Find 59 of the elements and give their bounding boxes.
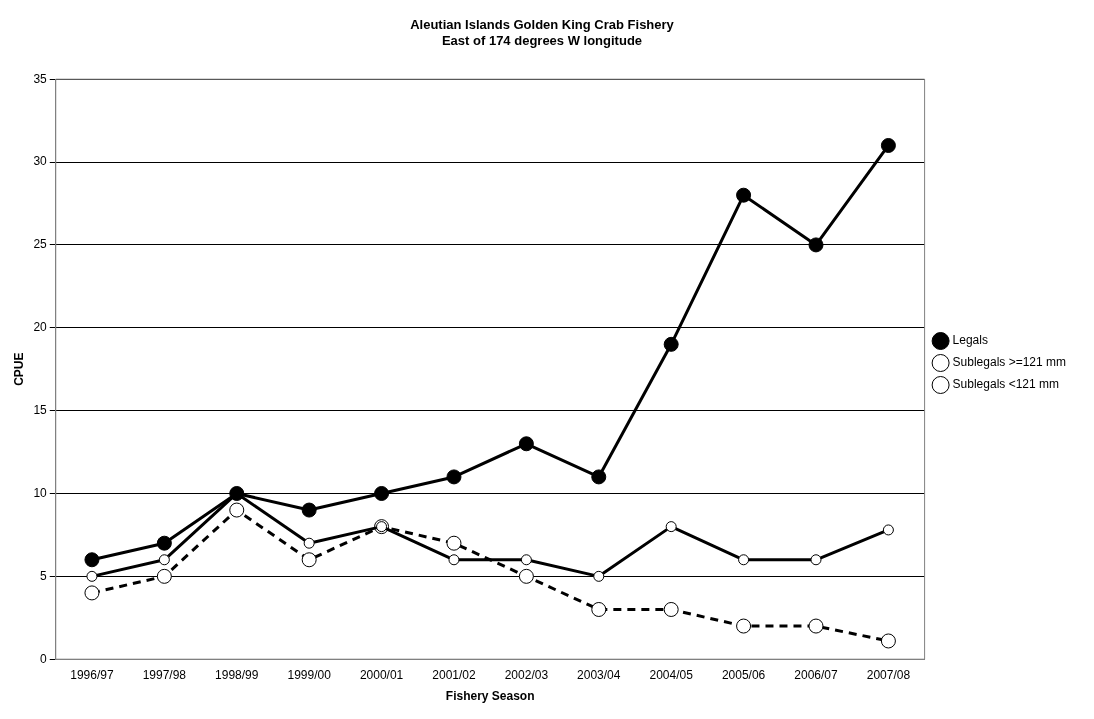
point — [86, 570, 98, 582]
point — [808, 618, 824, 634]
point — [738, 554, 750, 566]
y-axis-title: CPUE — [11, 352, 26, 386]
point — [229, 502, 245, 518]
y-tick-label: 30 — [33, 154, 48, 169]
point — [736, 187, 752, 203]
point — [520, 554, 532, 566]
point — [591, 601, 607, 617]
point — [880, 633, 896, 649]
x-tick-label: 2006/07 — [794, 667, 838, 682]
point — [158, 554, 170, 566]
y-tick-label: 20 — [33, 320, 48, 335]
point — [518, 436, 534, 452]
point — [156, 535, 172, 551]
x-axis-title: Fishery Season — [445, 689, 535, 704]
point — [808, 237, 824, 253]
point — [374, 485, 390, 501]
point — [663, 336, 679, 352]
x-tick-label: 1999/00 — [287, 667, 332, 682]
y-tick-label: 5 — [40, 568, 48, 583]
legend-label: Sublegals >=121 mm — [952, 355, 1066, 370]
y-tick-label: 10 — [33, 485, 48, 500]
text: Aleutian Islands Golden King Crab Fishery — [410, 17, 674, 33]
point — [301, 502, 317, 518]
point — [593, 570, 605, 582]
x-tick-label: 2003/04 — [577, 667, 621, 682]
point — [446, 535, 462, 551]
point — [736, 618, 752, 634]
point — [665, 521, 677, 533]
x-tick-label: 2002/03 — [504, 667, 549, 682]
y-tick-label: 25 — [33, 237, 48, 252]
legend-label: Legals — [952, 333, 988, 348]
x-tick-label: 2004/05 — [649, 667, 694, 682]
x-tick-label: 1998/99 — [215, 667, 259, 682]
point — [810, 554, 822, 566]
point — [156, 568, 172, 584]
x-tick-label: 2005/06 — [721, 667, 766, 682]
y-tick-label: 35 — [33, 71, 48, 86]
point — [663, 601, 679, 617]
x-tick-label: 2000/01 — [359, 667, 404, 682]
point — [84, 552, 100, 568]
point — [301, 552, 317, 568]
point — [518, 568, 534, 584]
point — [882, 524, 894, 536]
y-tick-label: 0 — [40, 651, 48, 666]
x-tick-label: 1996/97 — [70, 667, 114, 682]
point — [446, 469, 462, 485]
point — [84, 585, 100, 601]
point — [303, 537, 315, 549]
point — [591, 469, 607, 485]
x-tick-label: 1997/98 — [142, 667, 187, 682]
point — [448, 554, 460, 566]
x-tick-label: 2007/08 — [866, 667, 911, 682]
y-tick-label: 15 — [33, 402, 48, 417]
x-tick-label: 2001/02 — [432, 667, 476, 682]
point — [880, 137, 896, 153]
legend-label: Sublegals <121 mm — [952, 377, 1059, 392]
text: East of 174 degrees W longitude — [441, 32, 643, 48]
